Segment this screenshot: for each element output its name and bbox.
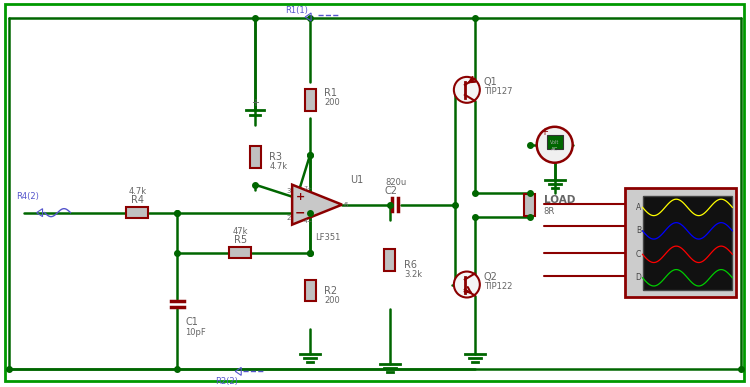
Circle shape (454, 77, 480, 103)
Text: LOAD: LOAD (544, 195, 575, 205)
Text: 200: 200 (324, 98, 340, 107)
Text: R2: R2 (324, 286, 338, 296)
Text: Q2: Q2 (484, 272, 498, 281)
Text: C1: C1 (185, 317, 198, 327)
Text: C2: C2 (385, 186, 398, 196)
Text: +: + (251, 98, 260, 108)
Text: Q1: Q1 (484, 77, 497, 87)
Text: 820u: 820u (385, 178, 406, 187)
Text: 47k: 47k (232, 227, 248, 236)
Text: 6: 6 (343, 202, 347, 208)
Bar (304, 279, 316, 301)
Text: TIP127: TIP127 (484, 87, 512, 96)
Circle shape (537, 127, 573, 163)
Bar (250, 146, 261, 168)
Bar (230, 247, 251, 258)
Text: +: + (296, 192, 304, 202)
Bar (304, 89, 316, 111)
Text: LF351: LF351 (316, 233, 340, 241)
Text: 10pF: 10pF (185, 328, 206, 337)
Text: 200: 200 (324, 296, 340, 305)
Text: 4.7k: 4.7k (128, 187, 146, 196)
Text: R2(2): R2(2) (215, 377, 238, 386)
Bar (625, 188, 736, 298)
Text: R1: R1 (324, 88, 337, 98)
Text: R1(1): R1(1) (285, 7, 308, 15)
Text: −: − (295, 206, 305, 219)
Text: AC: AC (551, 147, 559, 152)
Text: R4: R4 (131, 195, 144, 205)
Text: R4(2): R4(2) (16, 192, 40, 201)
Polygon shape (292, 185, 342, 224)
Bar (127, 207, 148, 218)
Text: 4.7k: 4.7k (269, 162, 287, 171)
Text: 3.2k: 3.2k (404, 270, 422, 279)
Text: B: B (636, 226, 641, 235)
Circle shape (454, 272, 480, 298)
Text: C: C (636, 250, 641, 259)
Bar (524, 194, 536, 216)
Bar (643, 196, 733, 289)
Text: +: + (540, 127, 548, 137)
Text: TIP122: TIP122 (484, 282, 512, 291)
Text: 2: 2 (286, 215, 291, 221)
Text: A: A (636, 203, 641, 212)
Bar (385, 248, 395, 271)
Text: D: D (635, 273, 641, 282)
Text: 7+: 7+ (304, 186, 313, 191)
Text: 8R: 8R (544, 207, 555, 216)
Text: R5: R5 (234, 235, 247, 245)
Text: R6: R6 (404, 260, 417, 270)
Text: Volt: Volt (550, 140, 560, 145)
Bar (547, 135, 562, 149)
Text: R3: R3 (269, 152, 282, 162)
Text: U1: U1 (350, 175, 363, 185)
Text: 4−: 4− (304, 219, 313, 224)
Text: 3: 3 (286, 188, 291, 194)
